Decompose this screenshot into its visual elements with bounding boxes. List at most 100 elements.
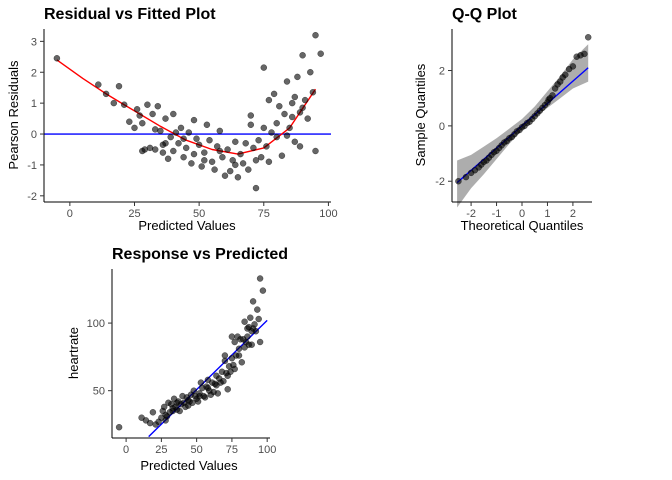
qq-x-tick-label: 1: [544, 208, 550, 220]
residual-x-tick-label: 100: [319, 208, 337, 220]
residual-data-point: [159, 149, 167, 156]
residual-data-point: [278, 152, 286, 159]
residual-data-point: [211, 166, 218, 173]
residual-y-tick-label: -2: [27, 191, 37, 203]
qq-y-axis-title: Sample Quantiles: [413, 63, 428, 166]
residual-data-point: [283, 132, 291, 139]
qq-x-axis-title: Theoretical Quantiles: [461, 218, 584, 233]
response-data-point: [244, 333, 251, 340]
response-data-point: [221, 357, 229, 365]
response-data-point: [162, 417, 169, 424]
response-data-point: [220, 377, 227, 385]
response-data-point: [221, 352, 229, 359]
response-data-point: [238, 359, 246, 366]
residual-data-point: [164, 155, 172, 163]
residual-data-point: [317, 50, 324, 57]
residual-data-point: [312, 31, 319, 39]
residual-data-point: [136, 112, 143, 119]
residual-data-point: [307, 68, 314, 76]
residual-data-point: [257, 153, 265, 161]
residual-data-point: [126, 118, 133, 125]
residual-data-point: [224, 146, 231, 153]
residual-data-point: [301, 96, 309, 104]
response-data-point: [213, 382, 220, 389]
qq-data-point: [562, 71, 569, 78]
residual-data-point: [291, 93, 299, 101]
residual-data-point: [203, 121, 211, 129]
residual-data-point: [232, 161, 239, 169]
residual-data-point: [309, 89, 317, 96]
residual-data-point: [198, 163, 205, 170]
residual-data-point: [115, 82, 123, 90]
residual-data-point: [201, 157, 208, 164]
residual-data-point: [245, 166, 252, 173]
qq-data-point: [584, 34, 592, 41]
residual-data-point: [201, 149, 208, 156]
residual-data-point: [260, 64, 268, 71]
residual-data-point: [268, 129, 275, 136]
residual-data-point: [139, 147, 146, 155]
residual-data-point: [312, 147, 319, 155]
residual-data-point: [190, 116, 198, 124]
residual-x-tick-label: 50: [193, 208, 205, 220]
response-data-point: [146, 419, 154, 427]
residual-data-point: [237, 150, 244, 158]
residual-data-point: [149, 110, 156, 118]
response-data-point: [214, 390, 222, 397]
residual-data-point: [151, 126, 159, 133]
residual-x-tick-label: 0: [67, 208, 73, 220]
residual-data-point: [177, 124, 185, 132]
residual-data-point: [283, 78, 291, 85]
residual-y-tick-label: 2: [31, 67, 37, 79]
residual-y-tick-label: 3: [31, 36, 37, 48]
residual-data-point: [296, 143, 304, 150]
qq-plot-title: Q-Q Plot: [452, 6, 518, 23]
response-data-point: [115, 423, 123, 431]
response-data-point: [231, 365, 238, 373]
residual-data-point: [219, 153, 226, 161]
residual-data-point: [304, 115, 311, 122]
residual-data-point: [102, 90, 110, 98]
response-data-point: [249, 298, 257, 305]
qq-y-tick-label: -2: [435, 176, 445, 188]
residual-data-point: [170, 110, 177, 118]
response-data-point: [201, 394, 209, 401]
response-data-point: [244, 325, 251, 332]
residual-data-point: [270, 90, 278, 98]
response-x-tick-label: 25: [155, 444, 167, 456]
residual-data-point: [120, 101, 128, 108]
residual-data-point: [288, 113, 296, 121]
residual-data-point: [154, 102, 162, 110]
response-data-point: [149, 409, 157, 416]
response-data-point: [173, 399, 181, 407]
response-data-point: [255, 315, 262, 323]
residual-data-point: [167, 133, 174, 141]
response-data-point: [235, 352, 243, 359]
residual-data-point: [53, 55, 61, 62]
response-data-point: [259, 287, 267, 294]
residual-y-tick-label: 1: [31, 98, 37, 110]
response-data-point: [241, 318, 248, 325]
response-data-point: [169, 405, 176, 412]
response-data-point: [197, 379, 205, 386]
residual-data-point: [252, 184, 260, 192]
residual-data-point: [180, 153, 187, 161]
response-data-point: [160, 403, 168, 411]
residual-data-point: [234, 174, 242, 181]
residual-data-point: [95, 81, 102, 88]
qq-y-tick-label: 0: [439, 121, 445, 133]
residual-data-point: [133, 106, 141, 113]
residual-data-point: [265, 158, 273, 166]
qq-data-point: [581, 50, 588, 58]
response-x-tick-label: 75: [226, 444, 238, 456]
residual-y-tick-label: 0: [31, 129, 37, 141]
residual-data-point: [190, 150, 198, 158]
residual-vs-fitted-panel: Residual vs Fitted Plot 0 25 50 75 100 -2 -1 0 1…: [6, 6, 338, 233]
residual-data-point: [175, 140, 182, 147]
response-y-tick-label: 100: [87, 318, 105, 330]
response-data-point: [231, 338, 238, 346]
qq-x-tick-label: 2: [570, 208, 576, 220]
response-data-point: [184, 396, 192, 404]
qq-data-point: [455, 177, 462, 185]
